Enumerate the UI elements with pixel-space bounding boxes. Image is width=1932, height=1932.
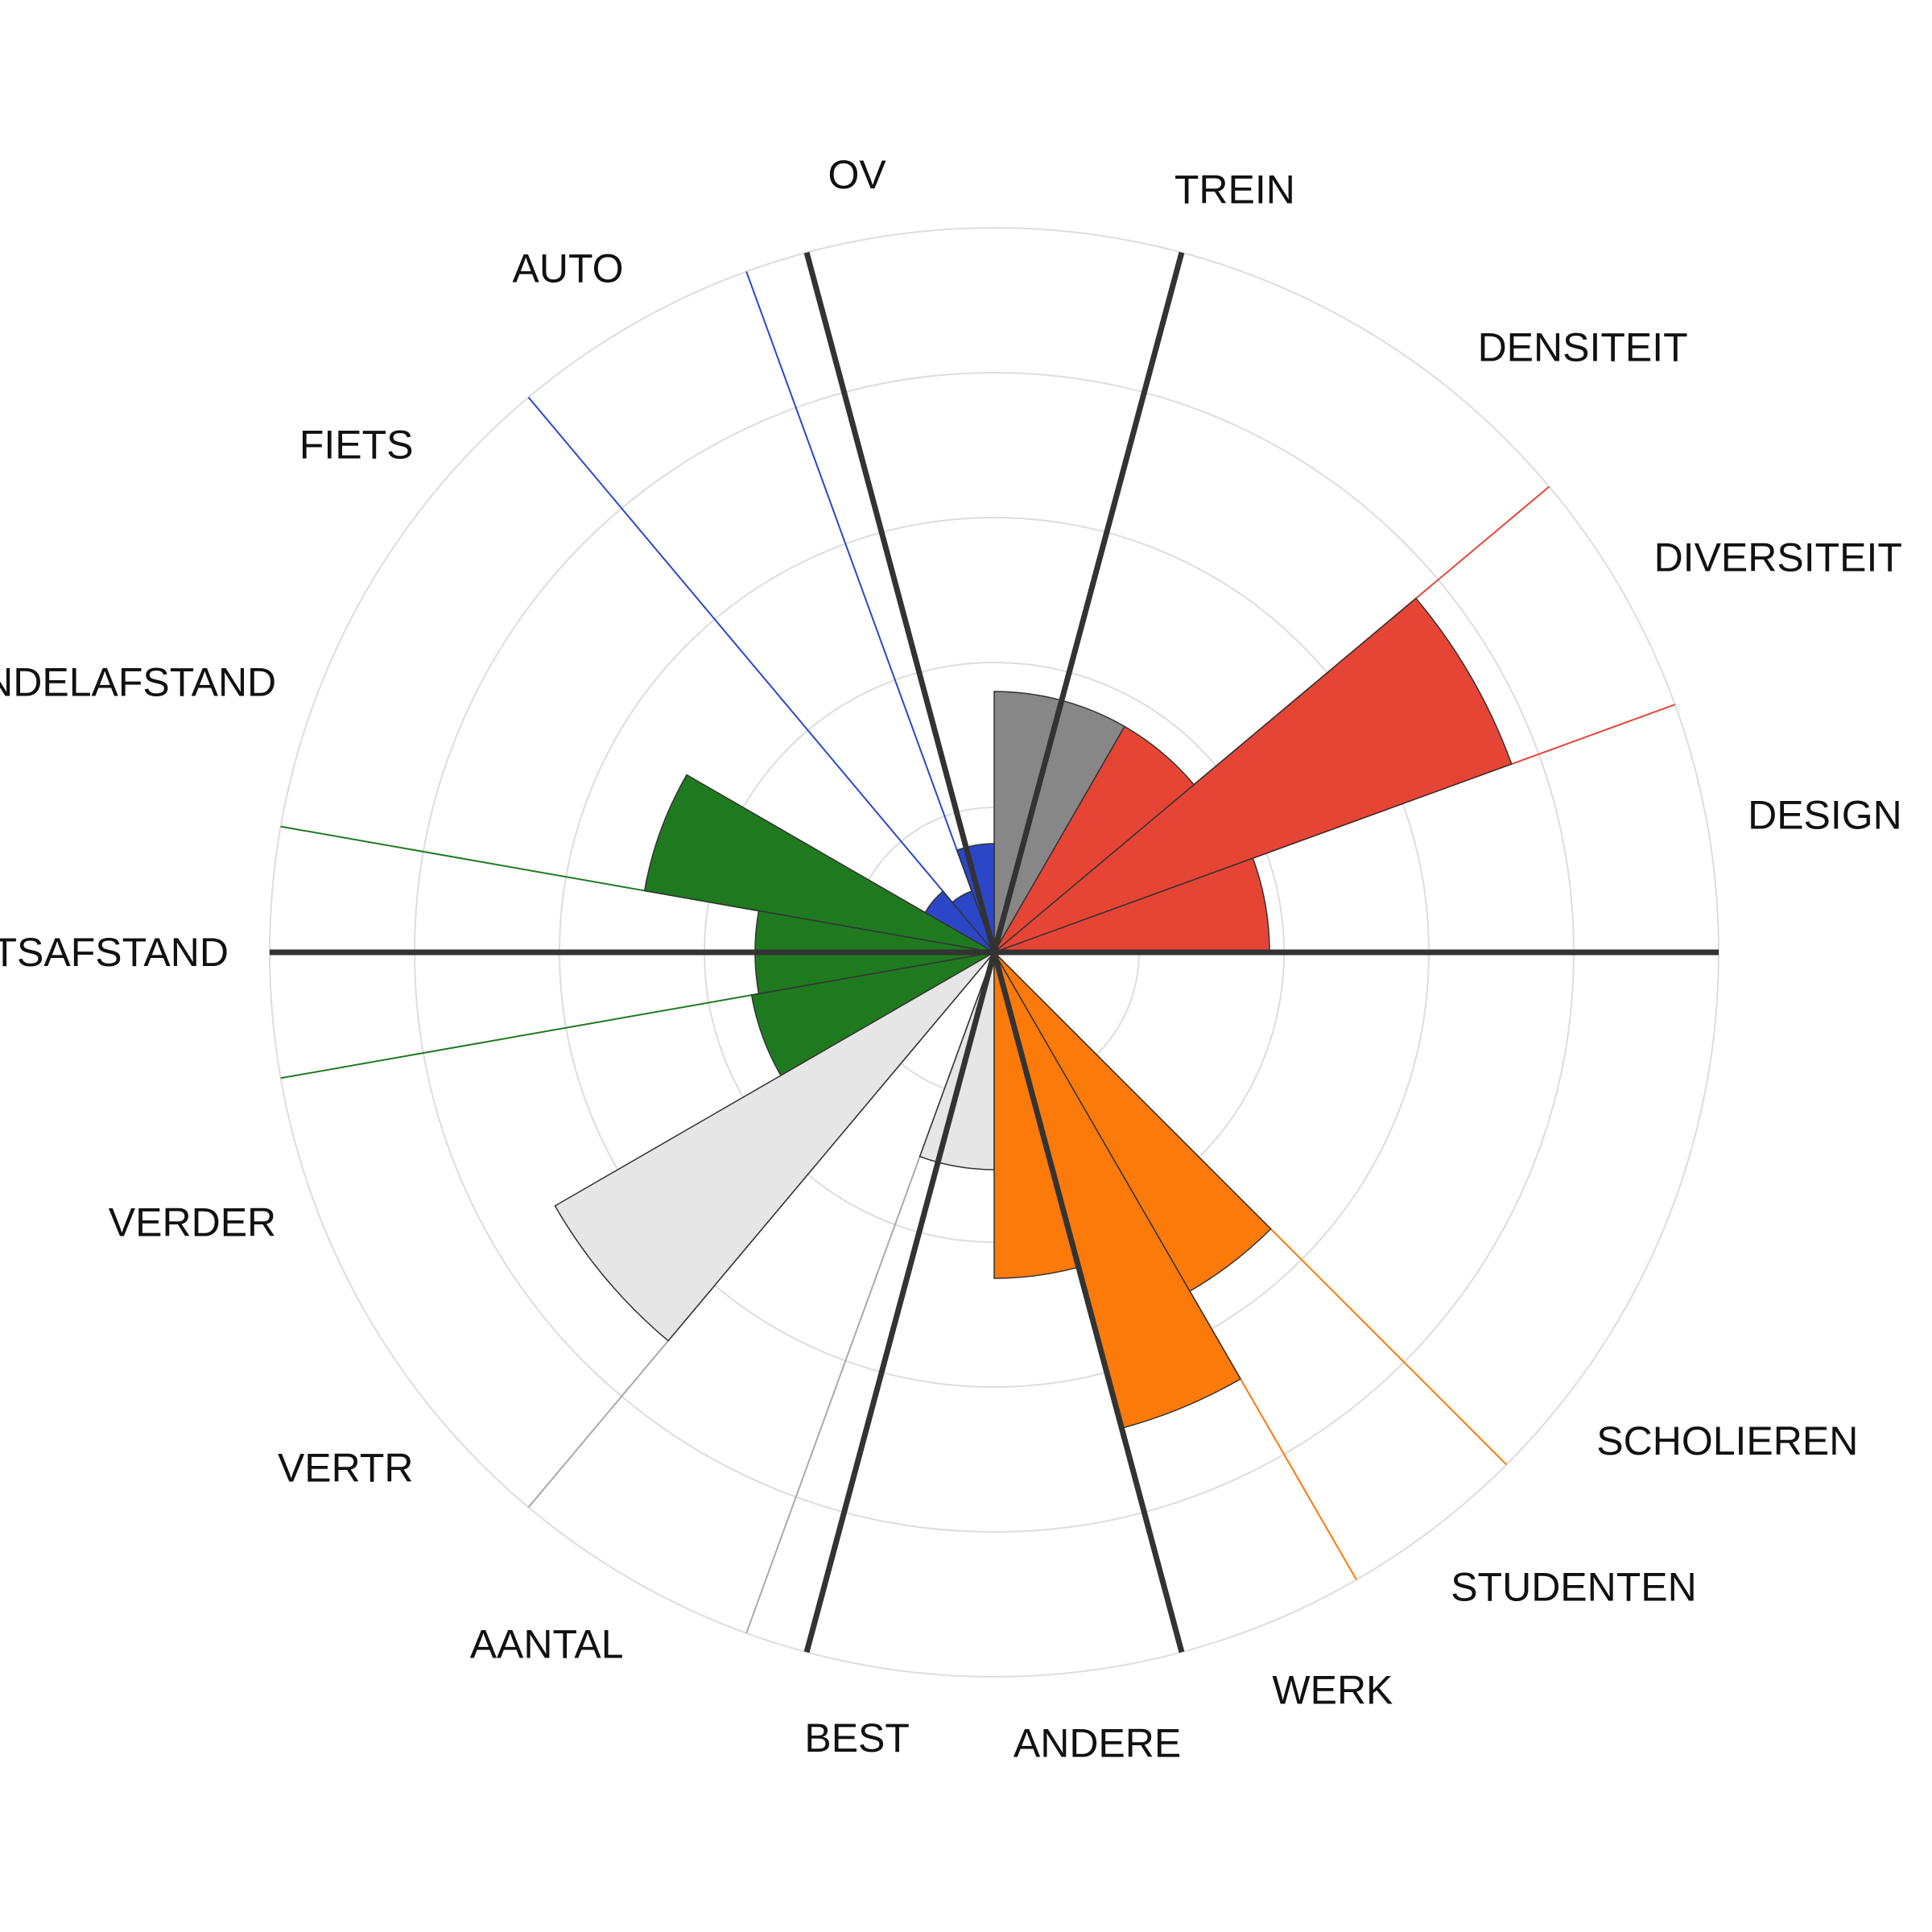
category-label-wandelafstand: WANDELAFSTAND bbox=[0, 659, 276, 704]
category-label-aantal: AANTAL bbox=[470, 1622, 624, 1667]
category-label-best: BEST bbox=[804, 1715, 910, 1761]
label-layer: DESIGN DIVERSITEIT DENSITEIT TREIN OV AUTO FIE… bbox=[0, 152, 1902, 1766]
category-label-andere: ANDERE bbox=[1013, 1721, 1181, 1766]
category-spoke bbox=[527, 396, 995, 953]
category-label-design: DESIGN bbox=[1748, 793, 1902, 838]
wedge-wandelafstand bbox=[643, 774, 995, 953]
wedge-vertr bbox=[554, 952, 995, 1342]
group-divider bbox=[803, 251, 997, 953]
wedge-layer bbox=[554, 597, 1513, 1430]
group-divider bbox=[991, 251, 1185, 953]
category-label-studenten: STUDENTEN bbox=[1451, 1564, 1697, 1609]
category-label-auto: AUTO bbox=[513, 246, 624, 291]
category-label-fiets: FIETS bbox=[299, 422, 414, 467]
category-label-verder: VERDER bbox=[109, 1200, 276, 1245]
group-divider bbox=[991, 952, 1185, 1653]
divider-layer bbox=[270, 251, 1719, 1653]
category-label-scholieren: SCHOLIEREN bbox=[1596, 1418, 1858, 1463]
category-label-werk: WERK bbox=[1272, 1667, 1393, 1712]
category-label-fietsafstand: FIETSAFSTAND bbox=[0, 930, 229, 975]
category-label-densiteit: DENSITEIT bbox=[1478, 325, 1688, 370]
wedge-diversiteit bbox=[993, 597, 1513, 953]
category-spoke bbox=[745, 270, 995, 953]
category-label-diversiteit: DIVERSITEIT bbox=[1654, 535, 1902, 580]
category-label-ov: OV bbox=[828, 152, 887, 197]
group-divider bbox=[803, 952, 997, 1653]
category-label-trein: TREIN bbox=[1174, 167, 1295, 212]
category-label-vertr: VERTR bbox=[278, 1446, 414, 1491]
wedge-studenten bbox=[993, 952, 1272, 1292]
